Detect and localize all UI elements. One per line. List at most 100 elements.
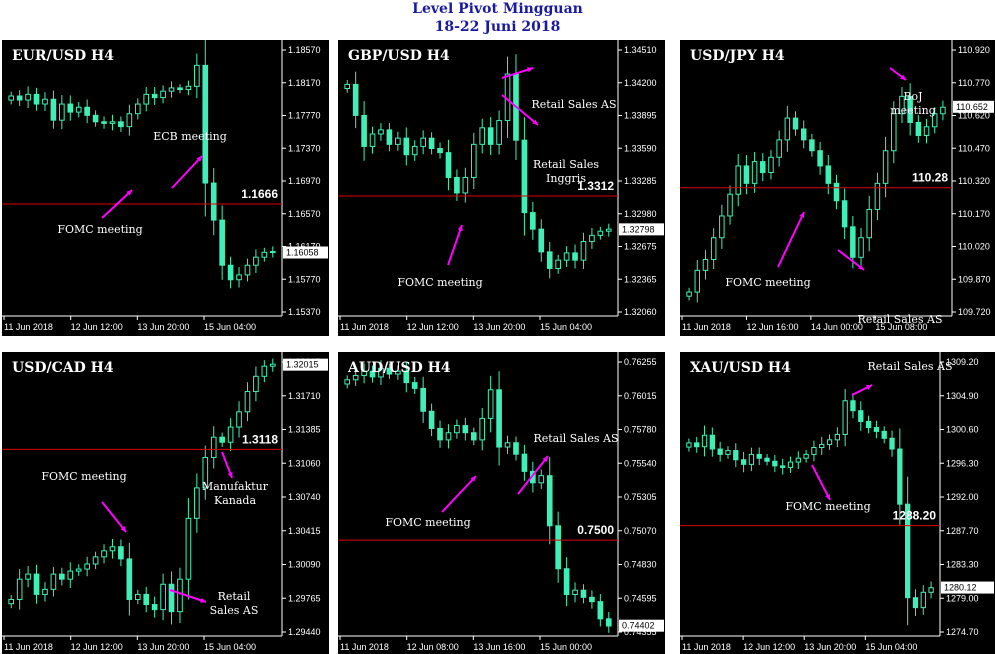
annotation-arrowhead [120,526,126,532]
page-subtitle: 18-22 Juni 2018 [434,19,561,35]
candle-body [8,598,15,605]
chart-panel-usdjpy: 110.920 110.770 110.620 110.470 110.320 110.1… [680,40,995,336]
chart-title: XAU/USD H4 [690,360,791,376]
annotation-arrowhead [196,156,202,162]
candle-body [118,546,124,560]
candle-body [572,589,578,595]
candle-body [589,596,595,603]
candle-body [253,256,259,266]
candle-body [126,558,133,600]
candle-body [92,114,99,123]
candle-body [151,93,158,99]
candle-body [411,145,418,156]
candle-body [538,475,545,484]
candle-body [428,410,435,429]
annotation-arrowhead [799,212,805,218]
candle-body [865,420,872,429]
candle-body [580,589,587,598]
y-tick-label: 1.15370 [288,307,321,317]
candle-body [8,95,15,101]
candle-body [735,165,741,195]
candle-body [361,114,367,147]
candle-body [437,427,443,441]
y-tick-label: 1287.70 [946,526,979,536]
y-tick-label: 0.76255 [624,357,657,367]
candle-body [701,434,708,448]
x-tick-label: 11 Jun 2018 [340,322,389,332]
y-tick-label: 0.75780 [624,425,657,435]
candle-body [780,465,786,468]
chart-usdjpy: 110.920 110.770 110.620 110.470 110.320 110.1… [680,40,995,336]
candle-body [134,103,141,115]
candle-body [177,87,183,91]
candle-body [92,556,99,565]
pivot-label: 1.3118 [242,432,278,446]
candle-body [809,139,815,152]
y-tick-label: 1.34200 [624,78,657,88]
annotation-label: FOMC meeting [725,276,810,289]
candle-body [740,459,747,465]
candle-body [109,546,116,552]
candle-body [470,432,477,441]
candle-body [143,593,150,606]
chart-panel-eurusd: 1.18570 1.18170 1.17770 1.17370 1.16970 1.165… [2,40,329,336]
y-tick-label: 1.18170 [288,78,321,88]
y-tick-label: 1.33590 [624,143,657,153]
chart-title: GBP/USD H4 [348,48,450,64]
annotation-arrowhead [200,597,206,603]
plot-background [680,352,995,654]
x-tick-label: 12 Jun 12:00 [743,642,795,652]
candle-body [487,127,494,145]
candle-body [403,370,410,384]
chart-panel-gbpusd: 1.34510 1.34200 1.33895 1.33590 1.33285 1.329… [338,40,665,336]
candle-body [772,460,778,467]
pivot-label: 1.1666 [241,187,278,201]
candle-body [67,570,74,580]
annotation-label: BoJ meeting [890,90,936,117]
y-tick-label: 1.31385 [288,425,321,435]
candle-body [437,147,443,154]
x-tick-label: 15 Jun 04:00 [865,642,917,652]
current-price-box [283,246,328,259]
y-tick-label: 1.31710 [288,391,321,401]
x-tick-label: 11 Jun 2018 [340,642,389,652]
candle-body [50,573,57,590]
candle-body [236,411,242,428]
candle-body [751,161,758,184]
candle-body [597,601,604,620]
candle-body [709,434,715,450]
x-tick-label: 15 Jun 04:00 [204,322,256,332]
candle-body [776,139,782,158]
candle-body [792,117,799,130]
current-price-box [619,223,664,236]
candle-body [826,439,833,445]
candle-body [369,370,376,378]
current-price-box [941,581,994,594]
x-tick-label: 15 Jun 00:00 [540,642,592,652]
candle-body [931,113,938,128]
candle-body [923,126,930,137]
annotation-arrow [169,589,207,603]
y-tick-label: 1.18570 [288,45,321,55]
y-tick-label: 1.30090 [288,560,321,570]
y-tick-label: 1.16970 [288,176,321,186]
y-tick-label: 109.720 [958,307,991,317]
candle-body [530,212,536,230]
annotation-label: Retail Sales AS [857,313,942,326]
annotation-arrow [171,155,203,189]
candle-body [210,436,217,458]
chart-title: EUR/USD H4 [12,48,114,64]
annotation-arrowhead [527,67,533,73]
candle-body [454,176,460,194]
y-tick-label: 1296.30 [946,458,979,468]
candle-body [733,450,739,461]
y-tick-label: 1283.30 [946,560,979,570]
candle-body [756,453,762,459]
x-tick-label: 13 Jun 20:00 [137,322,189,332]
y-tick-label: 1.17370 [288,143,321,153]
candle-body [563,568,570,595]
current-price-label: 0.74402 [622,621,655,631]
candle-body [470,143,477,178]
candle-body [352,374,359,381]
candle-body [858,410,864,422]
